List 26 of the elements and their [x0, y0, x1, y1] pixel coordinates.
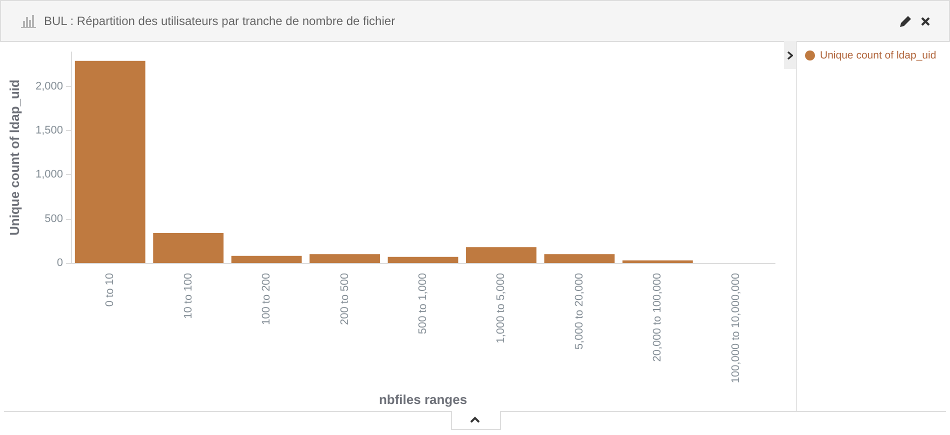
bar [388, 256, 458, 263]
y-tick-label: 1,000 [35, 168, 63, 181]
y-tick-label: 0 [56, 257, 63, 269]
y-tick-label: 500 [44, 212, 63, 225]
x-tick-label: 100 to 200 [260, 273, 273, 325]
chart-title: BUL : Répartition des utilisateurs par tranche de nombre de fichier [44, 14, 396, 28]
x-tick-label: 5,000 to 20,000 [573, 273, 586, 350]
bar [622, 260, 693, 263]
bar [231, 256, 302, 263]
y-tick-label: 2,000 [35, 80, 63, 92]
x-axis-title: nbfiles ranges [378, 392, 468, 407]
bar [310, 254, 380, 263]
bar [153, 232, 224, 263]
bar [544, 254, 615, 263]
bar [466, 247, 536, 263]
x-tick-label: 0 to 10 [104, 273, 116, 307]
x-tick-label: 500 to 1,000 [417, 273, 429, 334]
x-tick-label: 10 to 100 [182, 273, 194, 319]
legend-label: Unique count of ldap_uid [820, 50, 936, 62]
x-tick-label: 1,000 to 5,000 [495, 273, 508, 344]
x-tick-label: 20,000 to 100,000 [652, 273, 664, 362]
x-tick-label: 100,000 to 10,000,000 [730, 273, 742, 384]
x-tick-label: 200 to 500 [338, 273, 351, 325]
bar [74, 60, 146, 263]
y-axis-title: Unique count of ldap_uid [7, 79, 22, 236]
y-tick-label: 1,500 [35, 124, 63, 137]
